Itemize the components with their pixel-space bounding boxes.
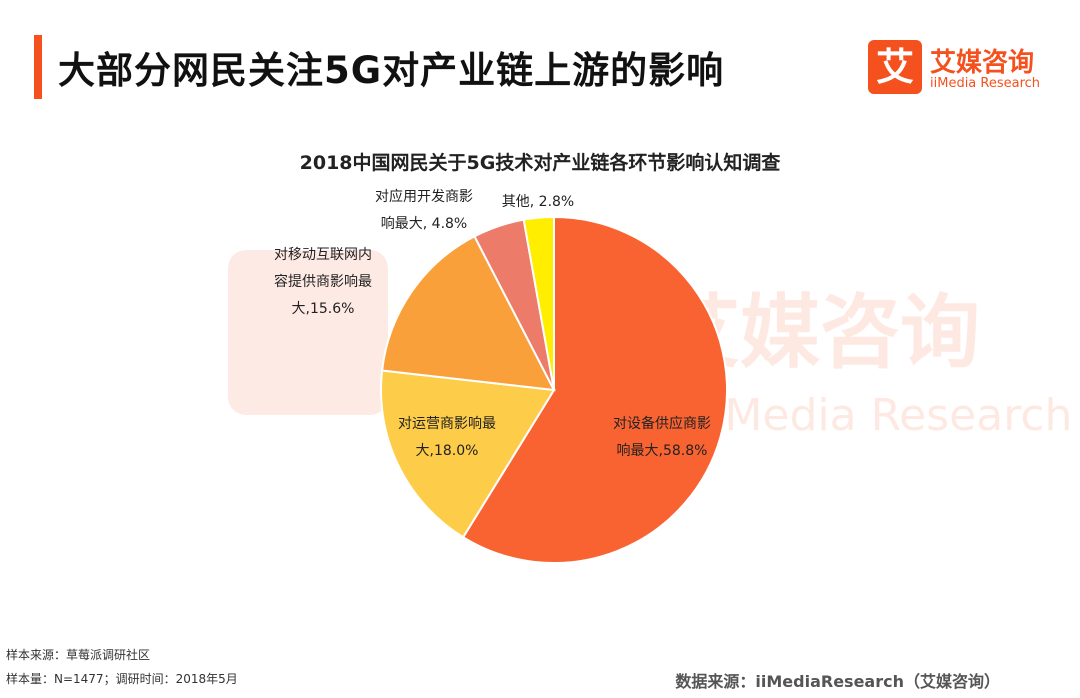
title-accent-bar bbox=[34, 35, 42, 99]
pie-slice-1 bbox=[380, 369, 556, 539]
logo-icon: 艾 bbox=[868, 40, 922, 94]
brand-logo: 艾 艾媒咨询 iiMedia Research bbox=[868, 40, 1068, 96]
logo-text-cn: 艾媒咨询 bbox=[930, 48, 1035, 78]
pie-label-1: 对运营商影响最大,18.0% bbox=[398, 416, 496, 459]
logo-text-en: iiMedia Research bbox=[930, 76, 1041, 91]
pie-label-2: 对移动互联网内容提供商影响最大,15.6% bbox=[274, 247, 372, 317]
data-source: 数据来源：iiMediaResearch（艾媒咨询） bbox=[675, 672, 1000, 691]
pie-slice-0 bbox=[461, 215, 728, 564]
sample-source: 样本来源：草莓派调研社区 bbox=[6, 648, 151, 662]
watermark-text-en: iiMedia Research bbox=[700, 390, 1072, 441]
pie-label-4: 其他, 2.8% bbox=[502, 194, 574, 210]
page-title: 大部分网民关注5G对产业链上游的影响 bbox=[58, 49, 725, 92]
pie-slice-2 bbox=[381, 235, 556, 392]
pie-label-0: 对设备供应商影响最大,58.8% bbox=[613, 415, 711, 459]
chart-title: 2018中国网民关于5G技术对产业链各环节影响认知调查 bbox=[299, 152, 781, 174]
pie-label-3: 对应用开发商影响最大, 4.8% bbox=[375, 188, 473, 232]
sample-size: 样本量：N=1477；调研时间：2018年5月 bbox=[6, 672, 238, 686]
pie-slice-4 bbox=[522, 215, 555, 391]
